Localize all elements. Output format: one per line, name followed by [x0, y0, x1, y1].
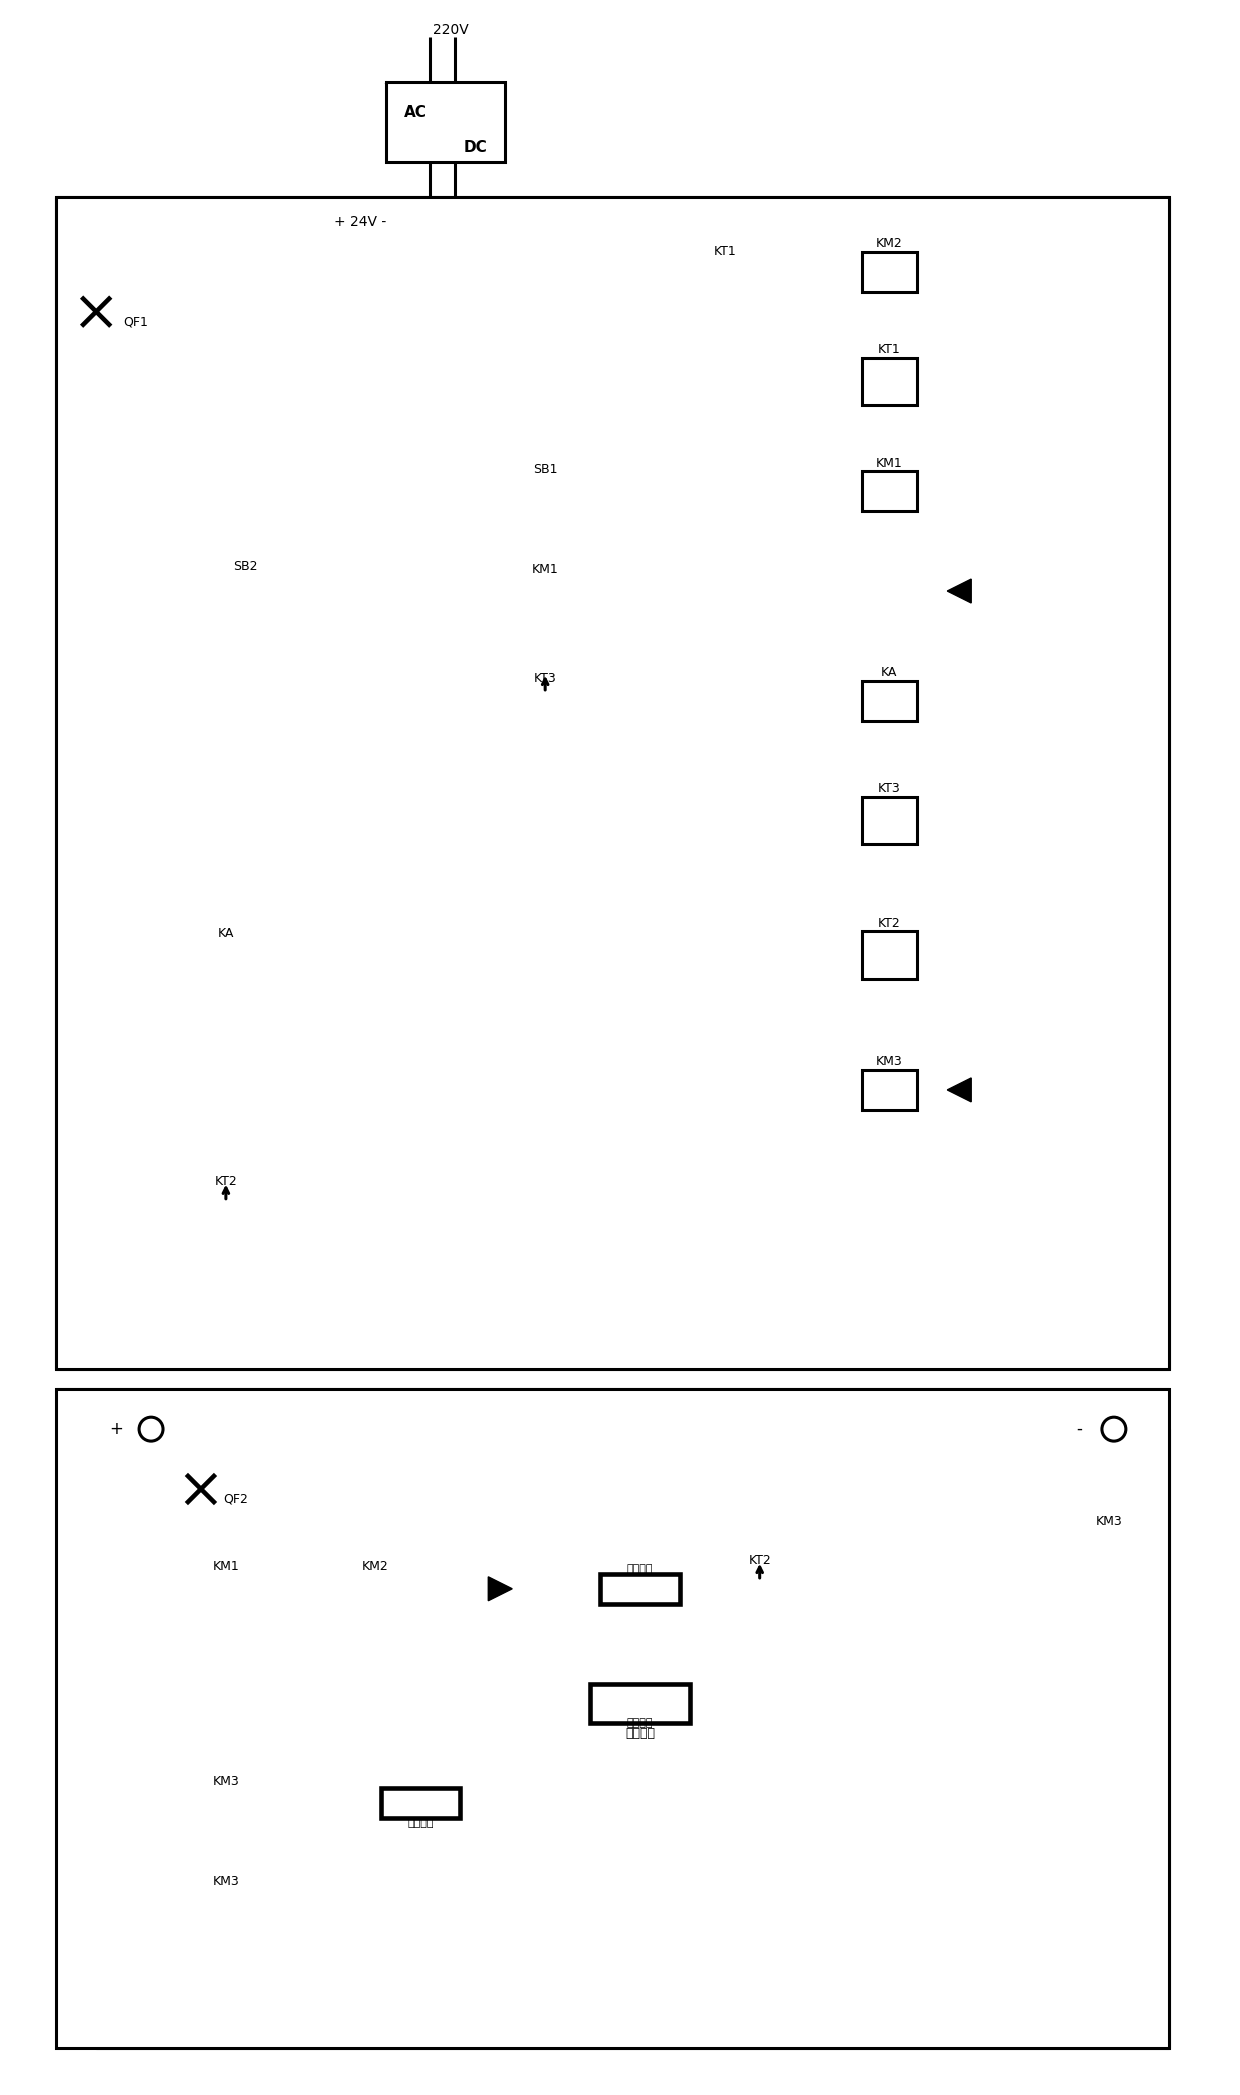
Text: 合闸线圈: 合闸线圈	[626, 1718, 653, 1728]
Bar	[863, 932, 918, 978]
Text: KM2: KM2	[875, 237, 903, 249]
Bar	[56, 197, 1169, 1370]
Polygon shape	[489, 1578, 512, 1601]
Text: QF1: QF1	[124, 314, 149, 329]
Text: KM2: KM2	[362, 1561, 389, 1573]
Text: DC: DC	[464, 140, 487, 155]
Bar	[56, 1389, 1169, 2047]
Text: 合闸线圈: 合闸线圈	[625, 1726, 655, 1741]
Bar	[863, 1071, 918, 1110]
Text: KT2: KT2	[878, 918, 900, 930]
Text: + 24V -: + 24V -	[335, 216, 387, 228]
Polygon shape	[947, 1079, 971, 1102]
Text: QF2: QF2	[223, 1492, 248, 1506]
Text: 分闸电阻: 分闸电阻	[626, 1563, 653, 1573]
Text: KA: KA	[218, 926, 234, 941]
Bar	[590, 1684, 689, 1724]
Bar	[381, 1789, 460, 1818]
Polygon shape	[947, 578, 971, 603]
Text: KM1: KM1	[212, 1561, 239, 1573]
Text: KT3: KT3	[878, 781, 900, 796]
Text: KM1: KM1	[532, 564, 558, 576]
Bar	[386, 82, 505, 161]
Text: KA: KA	[882, 666, 898, 679]
Text: KT2: KT2	[215, 1175, 237, 1188]
Bar	[863, 358, 918, 406]
Text: KM3: KM3	[1095, 1515, 1122, 1529]
Text: KT1: KT1	[713, 245, 737, 258]
Text: KM3: KM3	[875, 1056, 903, 1068]
Text: +: +	[109, 1420, 123, 1437]
Text: -: -	[1076, 1420, 1083, 1437]
Text: KT3: KT3	[533, 672, 557, 685]
Text: KM3: KM3	[212, 1875, 239, 1888]
Text: AC: AC	[404, 105, 427, 119]
Bar	[863, 681, 918, 721]
Text: 分压电阻: 分压电阻	[407, 1818, 434, 1829]
Bar	[600, 1573, 680, 1605]
Text: SB1: SB1	[533, 463, 558, 476]
Bar	[863, 251, 918, 291]
Text: 220V: 220V	[433, 23, 469, 38]
Bar	[863, 796, 918, 844]
Bar	[863, 471, 918, 511]
Text: KT2: KT2	[748, 1554, 771, 1567]
Text: KT1: KT1	[878, 344, 900, 356]
Text: SB2: SB2	[233, 559, 258, 572]
Text: KM1: KM1	[875, 457, 903, 469]
Text: KM3: KM3	[212, 1774, 239, 1787]
